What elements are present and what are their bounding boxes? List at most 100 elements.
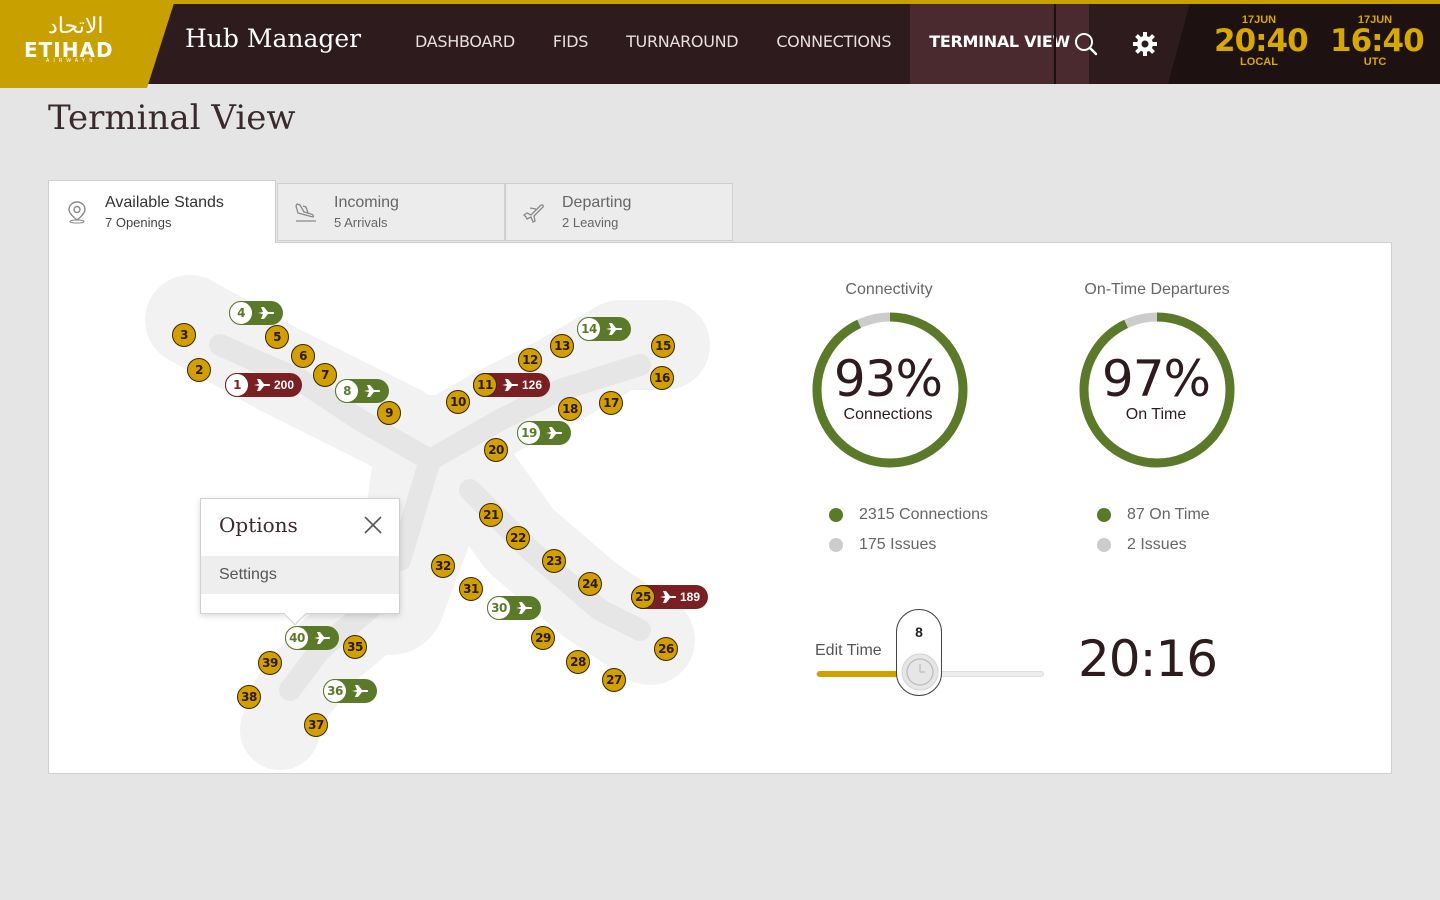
tab-departing[interactable]: Departing 2 Leaving: [505, 183, 733, 241]
plane-icon: [254, 379, 271, 391]
stand-4-occupied[interactable]: 4: [229, 301, 283, 325]
tab-title: Incoming: [334, 194, 399, 211]
stand-21[interactable]: 21: [479, 503, 503, 527]
stand-15[interactable]: 15: [651, 334, 675, 358]
stand-9[interactable]: 9: [377, 401, 401, 425]
legend-ontime-issues: 2 Issues: [1097, 536, 1187, 554]
stand-14-occupied[interactable]: 14: [577, 317, 631, 341]
stand-12[interactable]: 12: [518, 348, 542, 372]
close-icon[interactable]: [363, 515, 383, 535]
stand-35[interactable]: 35: [343, 635, 367, 659]
stand-40-occupied[interactable]: 40: [285, 626, 339, 650]
stand-1-alert[interactable]: 1 200: [225, 373, 303, 397]
stand-36-occupied[interactable]: 36: [323, 679, 377, 703]
legend-text: 175 Issues: [859, 536, 937, 553]
legend-dot: [829, 508, 843, 522]
stand-18[interactable]: 18: [558, 397, 582, 421]
stand-17[interactable]: 17: [599, 391, 623, 415]
plane-icon: [314, 632, 331, 644]
page-title: Terminal View: [48, 98, 296, 138]
utc-time: 16:40: [1330, 23, 1425, 59]
stand-3[interactable]: 3: [172, 323, 196, 347]
stand-24[interactable]: 24: [578, 572, 602, 596]
stand-5[interactable]: 5: [265, 325, 289, 349]
nav-terminal-view[interactable]: TERMINAL VIEW: [910, 4, 1089, 84]
etihad-logo[interactable]: الاتحاد ETIHAD AIRWAYS: [0, 0, 175, 88]
stand-number: 19: [517, 421, 541, 445]
stand-16[interactable]: 16: [650, 366, 674, 390]
gear-icon[interactable]: [1115, 4, 1174, 84]
utc-date: 17JUN: [1357, 14, 1393, 26]
ontime-arc: [1079, 312, 1235, 468]
passenger-count: 189: [680, 590, 701, 604]
stand-29[interactable]: 29: [531, 626, 555, 650]
options-popup: Options Settings: [200, 498, 400, 626]
stand-number: 8: [335, 379, 359, 403]
stand-22[interactable]: 22: [506, 526, 530, 550]
plane-icon: [546, 427, 563, 439]
stand-6[interactable]: 6: [291, 344, 315, 368]
stand-7[interactable]: 7: [313, 363, 337, 387]
stand-28[interactable]: 28: [566, 650, 590, 674]
plane-icon: [258, 307, 275, 319]
stand-number: 14: [577, 317, 601, 341]
stand-30-occupied[interactable]: 30: [487, 596, 541, 620]
plane-icon: [606, 323, 623, 335]
selected-time: 20:16: [1078, 630, 1218, 688]
connectivity-percent: 93%: [833, 350, 943, 408]
main-nav: DASHBOARD FIDS TURNAROUND CONNECTIONS TE…: [396, 4, 1089, 84]
legend-dot: [1097, 508, 1111, 522]
stand-20[interactable]: 20: [484, 438, 508, 462]
nav-dashboard[interactable]: DASHBOARD: [415, 32, 515, 51]
legend-dot: [829, 538, 843, 552]
stand-38[interactable]: 38: [237, 685, 261, 709]
plane-icon: [502, 379, 519, 391]
ontime-title: On-Time Departures: [1084, 281, 1230, 298]
stand-37[interactable]: 37: [304, 713, 328, 737]
settings-option[interactable]: Settings: [201, 556, 399, 594]
nav-fids[interactable]: FIDS: [552, 32, 589, 51]
logo-arabic: الاتحاد: [48, 14, 104, 39]
stand-25-alert[interactable]: 25 189: [631, 585, 709, 609]
tab-incoming[interactable]: Incoming 5 Arrivals: [277, 183, 505, 241]
plane-icon: [352, 685, 369, 697]
stand-number: 1: [225, 373, 249, 397]
tab-available-stands[interactable]: Available Stands 7 Openings: [48, 180, 276, 243]
stand-32[interactable]: 32: [431, 554, 455, 578]
stand-2[interactable]: 2: [187, 358, 211, 382]
logo-subtext: AIRWAYS: [46, 58, 97, 64]
stand-39[interactable]: 39: [258, 651, 282, 675]
map-pin-icon: [49, 200, 105, 224]
legend-text: 87 On Time: [1127, 506, 1210, 523]
stand-number: 11: [473, 373, 497, 397]
passenger-count: 126: [522, 378, 543, 392]
clock-icon: [901, 653, 939, 691]
edit-time-label: Edit Time: [815, 642, 882, 659]
stand-11-alert[interactable]: 11 126: [473, 373, 551, 397]
stand-number: 25: [631, 585, 655, 609]
search-icon[interactable]: [1056, 4, 1115, 84]
header-icons: [1054, 4, 1174, 84]
time-slider-handle[interactable]: 8: [896, 609, 942, 696]
ontime-percent: 97%: [1101, 350, 1211, 408]
stand-27[interactable]: 27: [602, 668, 626, 692]
stand-31[interactable]: 31: [459, 577, 483, 601]
tab-subtitle: 7 Openings: [105, 215, 172, 230]
connectivity-arc: [812, 312, 968, 468]
stand-number: 36: [323, 679, 347, 703]
nav-turnaround[interactable]: TURNAROUND: [626, 32, 739, 51]
app-title: Hub Manager: [185, 24, 362, 53]
stand-13[interactable]: 13: [550, 334, 574, 358]
connectivity-donut: [812, 312, 968, 468]
tab-title: Available Stands: [105, 194, 224, 211]
stand-19-occupied[interactable]: 19: [517, 421, 571, 445]
stand-10[interactable]: 10: [446, 390, 470, 414]
stand-8-occupied[interactable]: 8: [335, 379, 389, 403]
nav-connections[interactable]: CONNECTIONS: [776, 32, 892, 51]
legend-ontime: 87 On Time: [1097, 506, 1210, 524]
app-header: الاتحاد ETIHAD AIRWAYS Hub Manager DASHB…: [0, 0, 1440, 88]
legend-connection-issues: 175 Issues: [829, 536, 936, 554]
stand-26[interactable]: 26: [654, 637, 678, 661]
stand-23[interactable]: 23: [542, 549, 566, 573]
